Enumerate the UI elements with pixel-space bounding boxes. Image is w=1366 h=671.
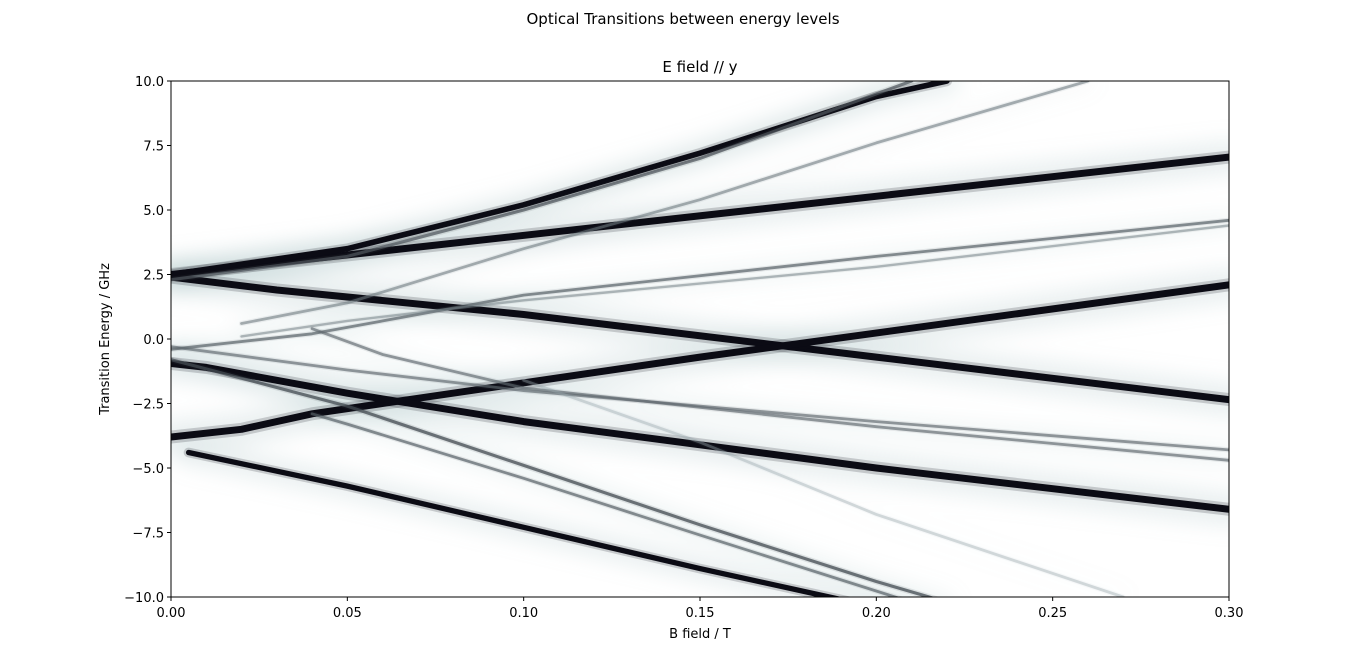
transition-line bbox=[171, 345, 1229, 452]
transition-line bbox=[185, 449, 842, 597]
x-axis-label: B field / T bbox=[669, 627, 731, 642]
y-tick-label: −7.5 bbox=[132, 527, 164, 542]
transition-line bbox=[171, 81, 950, 278]
chart-title: E field // y bbox=[662, 58, 737, 76]
y-tick-label: −5.0 bbox=[132, 462, 164, 477]
y-tick-label: −2.5 bbox=[132, 398, 164, 413]
figure-suptitle: Optical Transitions between energy level… bbox=[526, 10, 839, 28]
heatmap-lines-layer bbox=[171, 81, 1229, 597]
transition-line bbox=[171, 281, 1229, 441]
transition-line bbox=[171, 358, 935, 597]
y-tick-label: 5.0 bbox=[143, 204, 164, 219]
transition-line bbox=[240, 81, 1090, 325]
y-tick-label: 2.5 bbox=[143, 269, 164, 284]
transition-line bbox=[171, 81, 914, 282]
y-axis: −10.0 −7.5 −5.0 −2.5 0.0 2.5 5.0 7.5 10.0 bbox=[124, 75, 171, 606]
y-tick-label: 10.0 bbox=[135, 75, 164, 90]
transition-line bbox=[171, 273, 1229, 404]
transition-line bbox=[310, 412, 900, 597]
y-axis-label: Transition Energy / GHz bbox=[98, 263, 113, 416]
x-axis: 0.00 0.05 0.10 0.15 0.20 0.25 0.30 bbox=[157, 597, 1244, 621]
x-tick-label: 0.05 bbox=[333, 606, 362, 621]
x-tick-label: 0.30 bbox=[1215, 606, 1244, 621]
transition-line-glow bbox=[521, 377, 1126, 597]
transition-line bbox=[240, 224, 1229, 338]
x-tick-label: 0.15 bbox=[686, 606, 715, 621]
heatmap-layer bbox=[171, 81, 1229, 597]
transition-line bbox=[522, 378, 1125, 597]
y-tick-label: 0.0 bbox=[143, 333, 164, 348]
y-tick-label: 7.5 bbox=[143, 140, 164, 155]
x-tick-label: 0.00 bbox=[157, 606, 186, 621]
x-tick-label: 0.10 bbox=[509, 606, 538, 621]
y-tick-label: −10.0 bbox=[124, 591, 164, 606]
transition-line bbox=[310, 327, 1229, 462]
x-tick-label: 0.20 bbox=[862, 606, 891, 621]
x-tick-label: 0.25 bbox=[1038, 606, 1067, 621]
transition-line bbox=[171, 218, 1229, 351]
